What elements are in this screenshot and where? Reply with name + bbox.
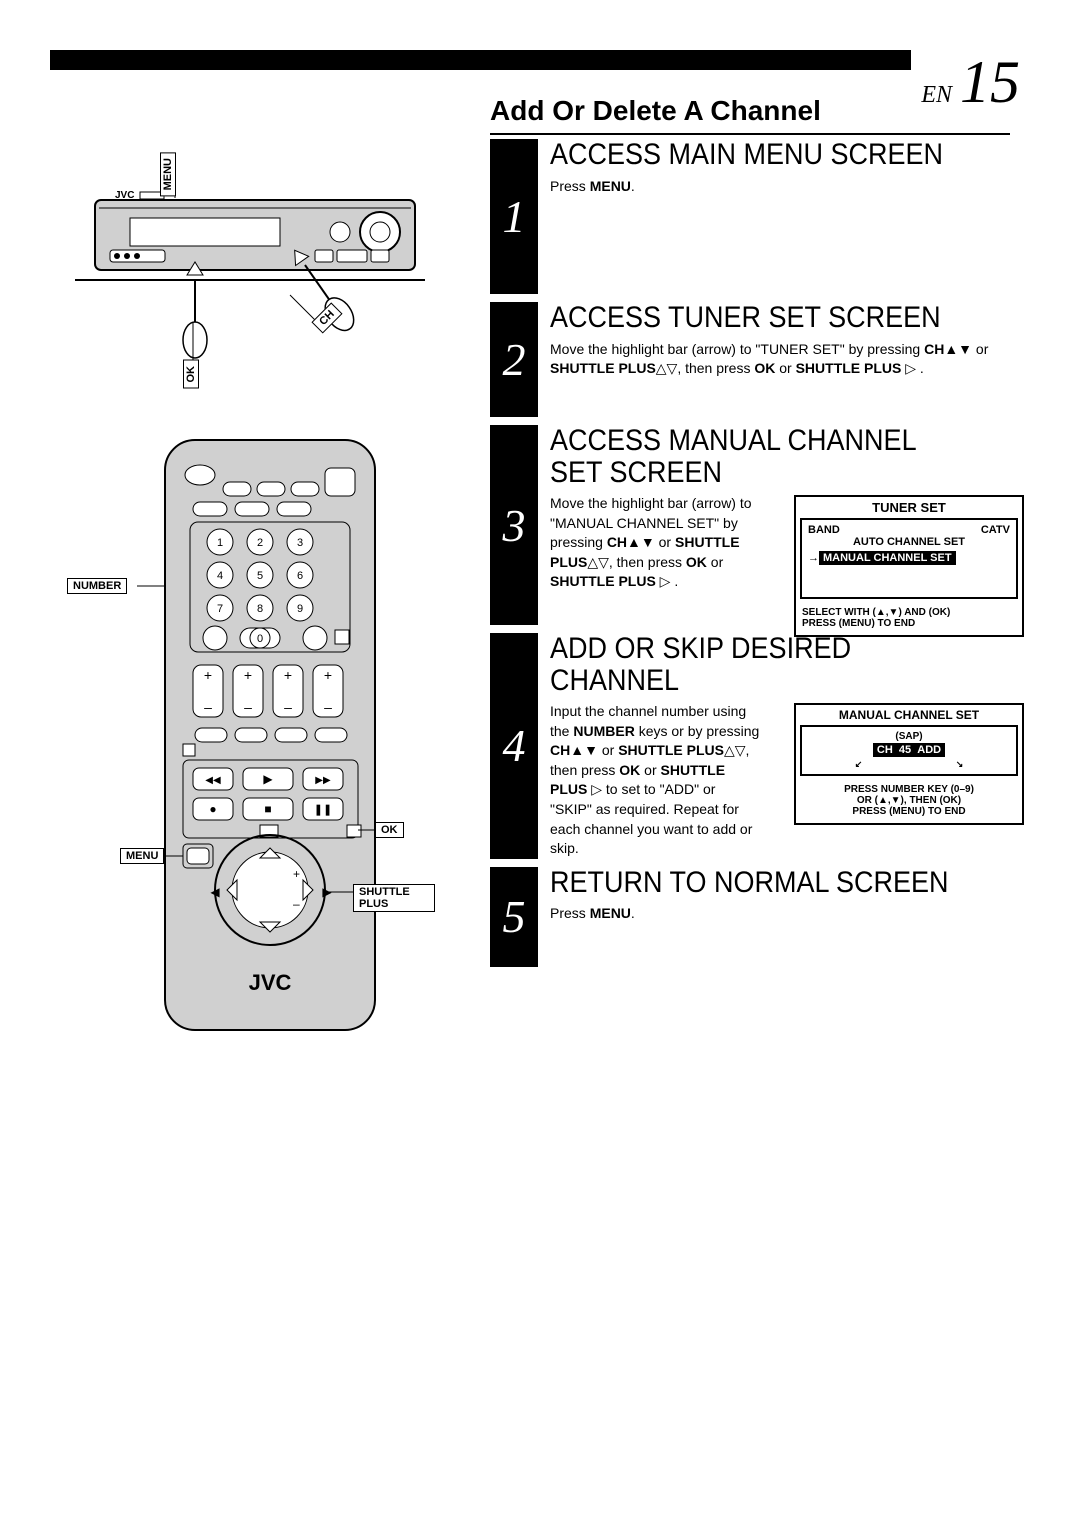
svg-text:+: + xyxy=(293,867,300,881)
remote-diagram: 1 2 3 4 5 6 7 8 9 0 xyxy=(65,430,435,1050)
osd-man-foot1: PRESS NUMBER KEY (0–9) xyxy=(802,784,1016,795)
step-body-2: Move the highlight bar (arrow) to "TUNER… xyxy=(550,340,1020,379)
svg-text:+: + xyxy=(284,667,292,683)
svg-text:JVC: JVC xyxy=(249,970,292,995)
vcr-diagram: JVC MENU OK CH xyxy=(65,150,435,410)
step-body-5: Press MENU. xyxy=(550,904,1020,924)
step-1: 1 ACCESS MAIN MENU SCREEN Press MENU. xyxy=(490,139,1020,294)
osd-auto-ch: AUTO CHANNEL SET xyxy=(808,536,1010,548)
step-heading-1: ACCESS MAIN MENU SCREEN xyxy=(550,139,973,171)
svg-text:9: 9 xyxy=(297,603,303,615)
svg-text:◀◀: ◀◀ xyxy=(205,775,221,786)
osd-tuner-foot1: SELECT WITH (▲,▼) AND (OK) xyxy=(802,607,1016,618)
svg-text:1: 1 xyxy=(217,537,223,549)
osd-tuner-title: TUNER SET xyxy=(796,497,1022,518)
remote-ok-callout: OK xyxy=(375,822,404,838)
osd-ch-lbl: CH xyxy=(877,744,893,756)
remote-shuttle-callout: SHUTTLE PLUS xyxy=(353,884,435,912)
svg-text:+: + xyxy=(244,667,252,683)
step-heading-4: ADD OR SKIP DESIRED CHANNEL xyxy=(550,633,973,696)
step-num-3: 3 xyxy=(503,499,526,552)
step-2: 2 ACCESS TUNER SET SCREEN Move the highl… xyxy=(490,302,1020,417)
vcr-menu-callout: MENU xyxy=(160,152,176,196)
svg-text:❚❚: ❚❚ xyxy=(314,804,332,816)
svg-text:▶: ▶ xyxy=(263,772,273,786)
svg-text:–: – xyxy=(324,699,332,715)
step-heading-2: ACCESS TUNER SET SCREEN xyxy=(550,302,973,334)
svg-text:–: – xyxy=(293,897,300,911)
osd-ch-state: ADD xyxy=(917,744,941,756)
osd-band-val: CATV xyxy=(981,524,1010,536)
step-4: 4 ADD OR SKIP DESIRED CHANNEL Input the … xyxy=(490,633,1020,859)
osd-band-label: BAND xyxy=(808,524,840,536)
step-3: 3 ACCESS MANUAL CHANNEL SET SCREEN Move … xyxy=(490,425,1020,625)
svg-text:2: 2 xyxy=(257,537,263,549)
step-5: 5 RETURN TO NORMAL SCREEN Press MENU. xyxy=(490,867,1020,967)
svg-text:3: 3 xyxy=(297,537,303,549)
arrow-icon: ↙ xyxy=(855,759,863,770)
osd-ch-val: 45 xyxy=(899,744,911,756)
step-heading-3: ACCESS MANUAL CHANNEL SET SCREEN xyxy=(550,425,973,488)
step-body-1: Press MENU. xyxy=(550,177,1020,197)
vcr-ok-callout: OK xyxy=(183,360,199,389)
svg-text:0: 0 xyxy=(257,633,263,645)
section-title: Add Or Delete A Channel xyxy=(490,95,1020,127)
osd-tuner-set: TUNER SET BANDCATV AUTO CHANNEL SET →MAN… xyxy=(794,495,1024,637)
step-num-1: 1 xyxy=(503,190,526,243)
svg-text:–: – xyxy=(284,699,292,715)
osd-manual-title: MANUAL CHANNEL SET xyxy=(796,705,1022,725)
svg-text:6: 6 xyxy=(297,570,303,582)
step-num-5: 5 xyxy=(503,890,526,943)
svg-text:+: + xyxy=(204,667,212,683)
svg-text:JVC: JVC xyxy=(115,190,134,201)
osd-manual-set: MANUAL CHANNEL SET (SAP) CH 45 ADD ↙ ↘ PR… xyxy=(794,703,1024,825)
remote-number-callout: NUMBER xyxy=(67,578,127,594)
svg-text:–: – xyxy=(244,699,252,715)
svg-text:5: 5 xyxy=(257,570,263,582)
svg-text:8: 8 xyxy=(257,603,263,615)
svg-text:■: ■ xyxy=(264,802,271,816)
osd-tuner-foot2: PRESS (MENU) TO END xyxy=(802,618,1016,629)
osd-man-foot2: OR (▲,▼), THEN (OK) xyxy=(802,795,1016,806)
header-bar xyxy=(50,50,1020,70)
arrow-icon: ↘ xyxy=(956,759,964,770)
step-heading-5: RETURN TO NORMAL SCREEN xyxy=(550,867,973,899)
svg-text:–: – xyxy=(204,699,212,715)
step-num-4: 4 xyxy=(503,719,526,772)
svg-text:+: + xyxy=(324,667,332,683)
svg-text:◀: ◀ xyxy=(210,885,220,899)
remote-menu-callout: MENU xyxy=(120,848,164,864)
title-underline xyxy=(490,133,1010,135)
svg-text:4: 4 xyxy=(217,570,223,582)
svg-text:▶▶: ▶▶ xyxy=(315,775,331,786)
osd-manual-hl: MANUAL CHANNEL SET xyxy=(819,551,956,565)
svg-text:7: 7 xyxy=(217,603,223,615)
osd-man-foot3: PRESS (MENU) TO END xyxy=(802,806,1016,817)
svg-text:●: ● xyxy=(209,802,216,816)
step-body-4: Input the channel number using the NUMBE… xyxy=(550,702,760,859)
step-num-2: 2 xyxy=(503,333,526,386)
step-body-3: Move the highlight bar (arrow) to "MANUA… xyxy=(550,494,760,592)
osd-sap: (SAP) xyxy=(808,731,1010,742)
